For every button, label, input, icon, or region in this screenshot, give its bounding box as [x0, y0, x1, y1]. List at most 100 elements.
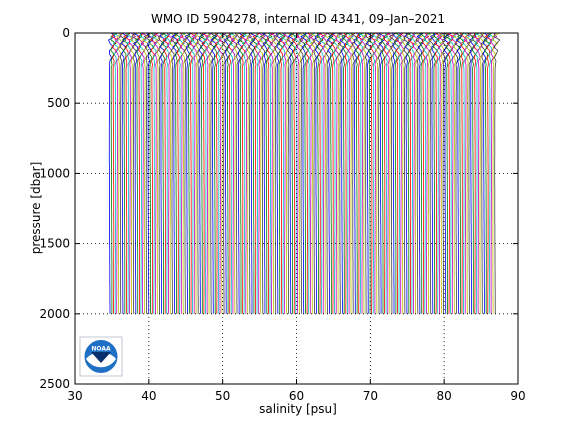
salinity-profile-line — [169, 32, 177, 314]
salinity-profile-line — [330, 32, 338, 314]
salinity-profile-line — [289, 32, 297, 314]
salinity-profile-line — [457, 32, 465, 314]
salinity-profile-line — [228, 32, 236, 314]
salinity-profile-line — [435, 32, 444, 314]
salinity-profile-line — [134, 32, 143, 314]
salinity-profile-line — [395, 32, 404, 314]
salinity-profile-line — [176, 32, 184, 314]
salinity-profile-line — [468, 32, 477, 314]
salinity-profile-line — [248, 32, 256, 314]
salinity-profile-line — [217, 32, 225, 314]
salinity-profile-line — [116, 32, 125, 314]
salinity-profile-line — [255, 32, 263, 314]
salinity-profile-line — [278, 32, 288, 314]
y-tick-label: 0 — [62, 26, 70, 40]
salinity-profile-line — [357, 32, 366, 314]
salinity-profile-line — [196, 32, 205, 314]
salinity-profile-line — [466, 32, 474, 314]
salinity-profile-line — [150, 32, 159, 314]
salinity-profile-line — [429, 32, 439, 314]
salinity-profile-line — [403, 32, 412, 314]
salinity-profile-line — [203, 32, 211, 314]
salinity-profile-line — [409, 32, 418, 314]
salinity-profile-line — [367, 32, 376, 314]
salinity-profile-line — [404, 32, 413, 314]
salinity-profile-line — [382, 32, 391, 314]
salinity-profile-line — [131, 32, 139, 314]
salinity-profile-line — [443, 32, 452, 314]
salinity-profile-line — [149, 32, 157, 314]
salinity-profile-line — [211, 32, 219, 314]
salinity-profile-line — [230, 32, 239, 314]
salinity-profile-line — [376, 32, 384, 314]
salinity-profile-line — [258, 32, 268, 314]
y-tick-label: 2000 — [39, 307, 70, 321]
salinity-profile-line — [418, 32, 426, 314]
salinity-profile-line — [359, 32, 368, 314]
salinity-profile-line — [142, 32, 151, 314]
salinity-profile-line — [462, 32, 471, 314]
y-tick-label: 2500 — [39, 377, 70, 391]
salinity-profile-line — [375, 32, 384, 314]
salinity-profile-line — [190, 32, 199, 314]
salinity-profile-line — [296, 32, 304, 314]
salinity-profile-line — [323, 32, 332, 314]
y-tick-label: 1000 — [39, 166, 70, 180]
salinity-profile-line — [114, 33, 122, 314]
salinity-profile-line — [309, 32, 317, 314]
salinity-profile-line — [120, 32, 129, 314]
salinity-profile-line — [455, 32, 464, 314]
salinity-profile-line — [453, 32, 461, 314]
salinity-profile-line — [415, 32, 424, 314]
salinity-profile-line — [239, 32, 247, 314]
salinity-profile-line — [339, 32, 347, 314]
salinity-profile-line — [214, 32, 222, 314]
salinity-profile-line — [406, 32, 414, 314]
salinity-profile-line — [353, 32, 362, 314]
salinity-profile-line — [378, 32, 386, 314]
salinity-profile-line — [471, 32, 480, 314]
salinity-profile-line — [207, 32, 216, 314]
salinity-profile-line — [326, 32, 334, 314]
salinity-profile-line — [327, 32, 336, 314]
salinity-profile-line — [493, 32, 501, 314]
salinity-profile-line — [187, 32, 195, 314]
x-tick-label: 40 — [141, 389, 156, 403]
salinity-profile-line — [483, 32, 493, 314]
salinity-profile-line — [234, 32, 243, 314]
salinity-profile-line — [398, 32, 406, 314]
salinity-profile-line — [159, 32, 167, 314]
salinity-profile-line — [128, 32, 137, 314]
salinity-profile-line — [269, 32, 278, 314]
x-tick-label: 30 — [67, 389, 82, 403]
salinity-profile-line — [121, 32, 131, 314]
salinity-profile-line — [370, 32, 379, 314]
salinity-profile-line — [343, 32, 352, 314]
salinity-profile-line — [287, 32, 295, 314]
salinity-profile-line — [210, 32, 219, 314]
x-axis-label: salinity [psu] — [259, 402, 337, 416]
salinity-profile-line — [486, 32, 495, 314]
x-tick-label: 50 — [215, 389, 230, 403]
salinity-profile-line — [267, 32, 275, 314]
salinity-profile-line — [492, 32, 500, 314]
salinity-profile-line — [155, 32, 164, 314]
salinity-profile-line — [244, 32, 252, 314]
salinity-profile-line — [241, 32, 249, 314]
salinity-profile-line — [264, 32, 273, 314]
salinity-profile-line — [446, 32, 454, 314]
salinity-profile-line — [434, 32, 443, 314]
salinity-profile-line — [335, 32, 343, 314]
x-tick-label: 80 — [437, 389, 452, 403]
salinity-profile-line — [387, 32, 396, 314]
salinity-profile-line — [291, 32, 300, 314]
salinity-profile-line — [143, 32, 151, 314]
salinity-profile-line — [439, 32, 447, 314]
chart-title: WMO ID 5904278, internal ID 4341, 09–Jan… — [151, 12, 445, 26]
salinity-profile-line — [139, 32, 147, 314]
salinity-profile-line — [170, 32, 179, 314]
salinity-profile-line — [193, 32, 202, 314]
salinity-profile-line — [350, 32, 358, 314]
